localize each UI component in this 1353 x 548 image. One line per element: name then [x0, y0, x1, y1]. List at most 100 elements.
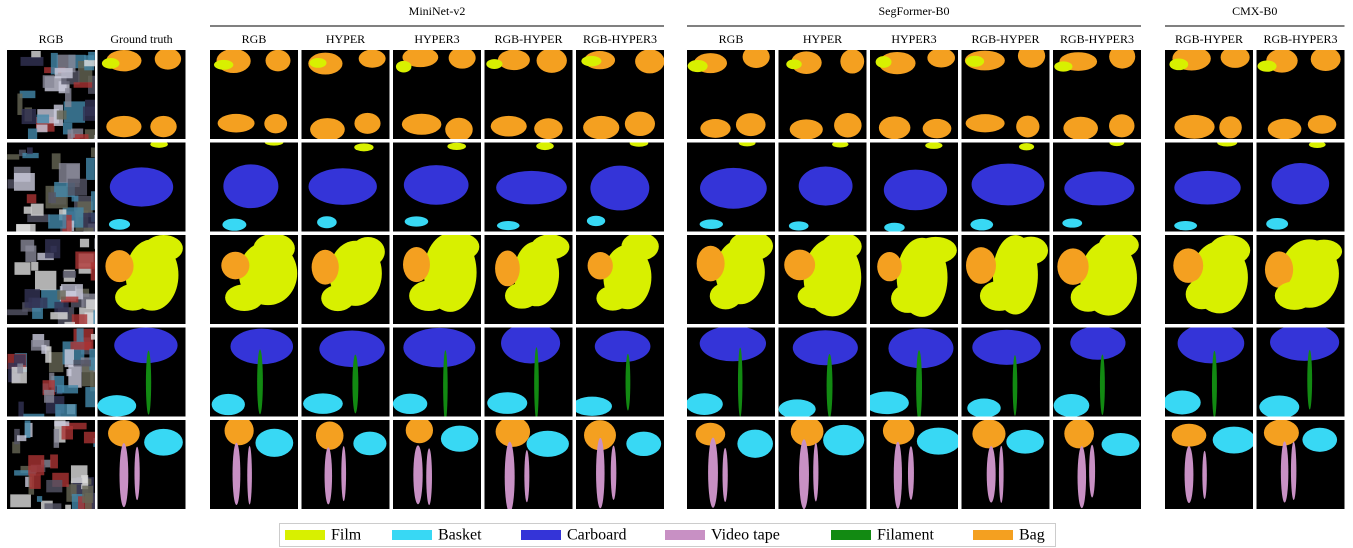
- image-tile: [210, 138, 298, 231]
- image-tile: [779, 417, 867, 509]
- photo-patch: [17, 363, 23, 373]
- mask-region: [353, 432, 386, 456]
- photo-patch: [48, 192, 56, 203]
- mask-region: [972, 419, 1005, 448]
- image-tile: [98, 141, 186, 232]
- image-tile: [779, 328, 867, 419]
- mask-region: [1070, 326, 1125, 360]
- column-header: RGB-HYPER: [971, 32, 1039, 46]
- mask-region: [486, 59, 502, 69]
- mask-region: [572, 397, 612, 416]
- mask-region: [700, 119, 730, 138]
- mask-region: [1109, 139, 1124, 146]
- mask-region: [406, 417, 433, 443]
- mask-region: [487, 392, 527, 414]
- photo-patch: [37, 125, 48, 133]
- mask-region: [626, 432, 661, 456]
- mask-region: [247, 446, 252, 505]
- photo-patch: [65, 88, 71, 107]
- mask-region: [120, 443, 129, 507]
- mask-region: [626, 354, 631, 411]
- mask-region: [1062, 219, 1082, 228]
- mask-region: [426, 448, 432, 505]
- mask-region: [1209, 235, 1250, 265]
- column-header: HYPER: [803, 32, 842, 46]
- mask-region: [534, 118, 562, 139]
- photo-patch: [14, 262, 30, 275]
- mask-region: [225, 416, 254, 445]
- image-tile: [485, 323, 573, 420]
- column-header: RGB-HYPER: [1175, 32, 1243, 46]
- legend-swatch: [973, 530, 1013, 540]
- mask-region: [786, 59, 801, 69]
- mask-region: [1259, 395, 1299, 418]
- image-tile: [393, 47, 481, 141]
- mask-region: [1309, 141, 1326, 148]
- mask-region: [496, 171, 567, 205]
- mask-region: [799, 439, 809, 509]
- mask-region: [1185, 446, 1194, 503]
- photo-patch: [50, 312, 67, 319]
- image-tile: [870, 235, 958, 324]
- photo-patch: [17, 435, 26, 441]
- mask-region: [134, 447, 139, 500]
- mask-region: [884, 170, 947, 211]
- mask-region: [596, 286, 629, 311]
- mask-region: [316, 421, 344, 449]
- image-tile: [302, 50, 390, 141]
- column-header: Ground truth: [110, 32, 172, 46]
- mask-region: [108, 420, 140, 447]
- mask-region: [739, 139, 756, 146]
- mask-region: [925, 142, 942, 149]
- mask-region: [524, 450, 529, 502]
- photo-patch: [91, 262, 97, 280]
- mask-region: [110, 167, 173, 206]
- mask-region: [625, 112, 655, 136]
- mask-region: [1281, 441, 1289, 502]
- photo-patch: [35, 271, 56, 290]
- mask-region: [218, 114, 255, 133]
- mask-region: [1006, 430, 1044, 454]
- mask-region: [877, 252, 902, 281]
- photo-patch: [45, 239, 60, 258]
- image-tile: [870, 417, 960, 509]
- mask-region: [439, 233, 479, 261]
- photo-patch: [14, 173, 35, 191]
- mask-region: [1173, 248, 1203, 283]
- image-tile: [687, 46, 775, 139]
- photo-patch: [65, 349, 74, 367]
- column-header: RGB: [39, 32, 64, 46]
- mask-region: [590, 166, 649, 211]
- image-tile: [687, 139, 775, 231]
- mask-region: [738, 348, 743, 417]
- mask-region: [1054, 394, 1090, 417]
- photo-patch: [65, 505, 71, 512]
- photo-patch: [68, 365, 81, 388]
- image-tile: [1257, 324, 1345, 419]
- mask-region: [1172, 424, 1207, 447]
- mask-region: [1174, 171, 1240, 205]
- legend-swatch: [285, 530, 325, 540]
- mask-region: [635, 49, 664, 73]
- image-tile: [210, 49, 298, 139]
- photo-patch: [28, 455, 44, 475]
- legend-swatch: [831, 530, 871, 540]
- mask-region: [1016, 116, 1039, 138]
- mask-region: [255, 429, 293, 457]
- photo-patch: [37, 496, 42, 502]
- mask-region: [403, 328, 475, 367]
- mask-region: [970, 219, 993, 230]
- photo-patch: [10, 494, 31, 507]
- mask-region: [319, 330, 384, 367]
- image-tile: [7, 328, 112, 433]
- mask-region: [708, 438, 718, 508]
- image-tile: [210, 416, 298, 509]
- image-tile: [7, 143, 107, 246]
- mask-region: [1169, 59, 1188, 71]
- mask-region: [341, 446, 346, 501]
- figure: RGBGround truthMiniNet-v2RGBHYPERHYPER3R…: [0, 0, 1353, 548]
- mask-region: [102, 58, 120, 69]
- image-tile: [302, 143, 390, 232]
- mask-region: [1212, 351, 1217, 418]
- image-tile: [7, 235, 111, 340]
